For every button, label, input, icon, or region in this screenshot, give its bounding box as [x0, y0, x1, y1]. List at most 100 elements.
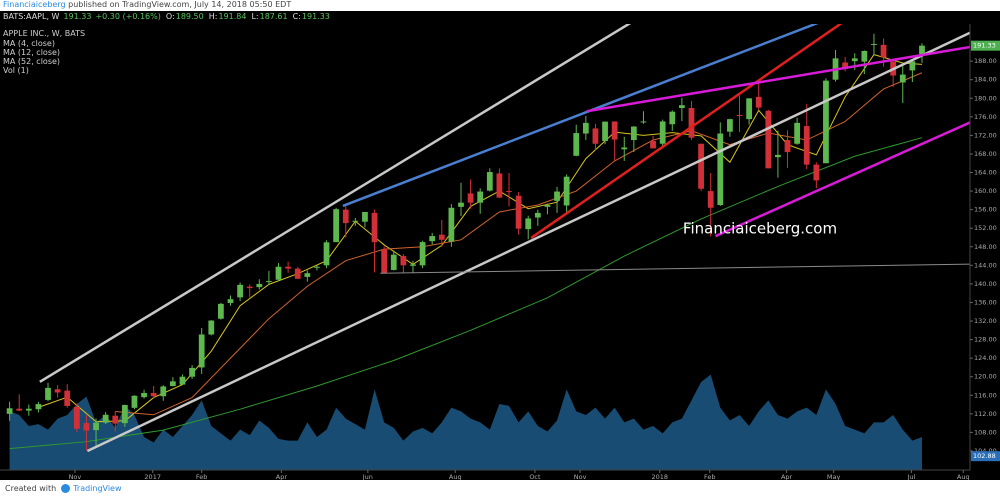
change: +0.30 (+0.16%)	[95, 12, 161, 21]
candle-body	[169, 381, 176, 386]
candle-body	[621, 147, 628, 150]
y-tick-label: 112.00	[974, 410, 997, 418]
price-badge-label: 102.88	[973, 452, 996, 460]
publish-line: Financiaiceberg published on TradingView…	[0, 0, 1000, 11]
candle-body	[861, 50, 868, 62]
y-tick-label: 168.00	[974, 150, 997, 158]
y-tick-label: 108.00	[974, 428, 997, 436]
ohlc-label: H:	[208, 12, 218, 21]
moving-average-line	[115, 72, 923, 416]
y-tick-label: 180.00	[974, 94, 997, 102]
candle-body	[544, 205, 551, 207]
candle-body	[304, 273, 311, 277]
candle-body	[707, 191, 714, 208]
candle-body	[218, 303, 224, 319]
ohlc-value: 189.50	[175, 12, 204, 21]
y-tick-label: 176.00	[974, 113, 997, 121]
trend-line	[86, 31, 970, 453]
candle-body	[102, 414, 109, 423]
x-tick-label: 2018	[652, 473, 669, 481]
candle-body	[698, 143, 704, 189]
candle-body	[630, 126, 637, 141]
candle-body	[25, 408, 32, 411]
ohlc-value: 191.33	[301, 12, 330, 21]
price-badge-label: 191.33	[973, 42, 996, 50]
candle-body	[208, 320, 215, 335]
x-tick-label: Apr	[781, 473, 793, 481]
footer: Created with TradingView	[0, 480, 1000, 497]
published: published on TradingView.com, July 14, 2…	[68, 0, 292, 9]
y-tick-label: 160.00	[974, 187, 997, 195]
ohlc-label: C:	[292, 12, 301, 21]
candle-body	[573, 133, 580, 156]
candle-body	[246, 286, 253, 289]
candle-body	[919, 45, 925, 55]
ohlc-value: 191.84	[218, 12, 247, 21]
candle-body	[419, 242, 426, 266]
y-tick-label: 188.00	[974, 57, 997, 65]
candle-body	[352, 220, 359, 222]
trend-line	[39, 24, 632, 383]
candle-body	[775, 154, 781, 158]
candle-body	[150, 392, 157, 397]
candle-body	[438, 234, 445, 240]
y-tick-label: 184.00	[974, 76, 997, 84]
trend-line	[714, 121, 970, 238]
candle-body	[602, 121, 608, 141]
candle-body	[717, 133, 724, 205]
candle-body	[266, 281, 272, 283]
candle-body	[35, 404, 42, 410]
y-tick-label: 120.00	[974, 373, 997, 381]
candle-body	[784, 140, 791, 153]
y-tick-label: 156.00	[974, 206, 997, 214]
x-tick-label: Feb	[704, 473, 716, 481]
created-with: Created with	[5, 484, 57, 493]
brand[interactable]: TradingView	[73, 484, 122, 493]
candle-body	[582, 122, 589, 134]
x-tick-label: May	[827, 473, 841, 481]
candle-body	[16, 408, 23, 411]
watermark: Financiaiceberg.com	[683, 220, 837, 238]
symbol-line: BATS:AAPL, W 191.33 +0.30 (+0.16%) O:189.50…	[3, 12, 330, 22]
x-tick-label: Jun	[362, 473, 373, 481]
candle-body	[592, 128, 599, 144]
x-tick-label: Nov	[69, 473, 82, 481]
legend-entry: MA (4, close)	[3, 39, 55, 48]
legend-entry: MA (12, close)	[3, 48, 61, 57]
y-tick-label: 144.00	[974, 261, 997, 269]
candle-body	[909, 61, 916, 71]
y-tick-label: 148.00	[974, 243, 997, 251]
price-badge	[971, 40, 1000, 51]
legend-title: APPLE INC., W, BATS	[3, 29, 86, 38]
candle-body	[803, 126, 810, 165]
candle-body	[333, 209, 340, 243]
candle-body	[83, 423, 90, 431]
trend-line	[342, 24, 819, 208]
trend-line	[380, 263, 970, 274]
last-price: 191.33	[63, 12, 92, 21]
x-tick-label: Feb	[196, 473, 208, 481]
candle-body	[189, 367, 195, 377]
candle-body	[131, 395, 138, 408]
candle-body	[842, 62, 849, 70]
ohlc-label: O:	[165, 12, 175, 21]
volume-area	[9, 374, 922, 470]
author[interactable]: Financiaiceberg	[3, 0, 66, 9]
candle-body	[429, 236, 436, 242]
candle-body	[899, 74, 906, 83]
y-tick-label: 136.00	[974, 298, 997, 306]
candle-body	[659, 121, 666, 144]
candle-body	[294, 268, 301, 279]
candle-body	[679, 105, 685, 109]
x-tick-label: Nov	[574, 473, 587, 481]
trend-line	[586, 45, 970, 113]
candle-body	[179, 376, 186, 385]
legend-entry: Vol (1)	[3, 66, 29, 75]
candle-body	[458, 202, 464, 207]
candle-body	[736, 114, 743, 116]
candle-body	[45, 387, 51, 400]
candle-body	[755, 96, 762, 108]
candle-body	[525, 218, 532, 230]
candle-body	[198, 334, 205, 368]
